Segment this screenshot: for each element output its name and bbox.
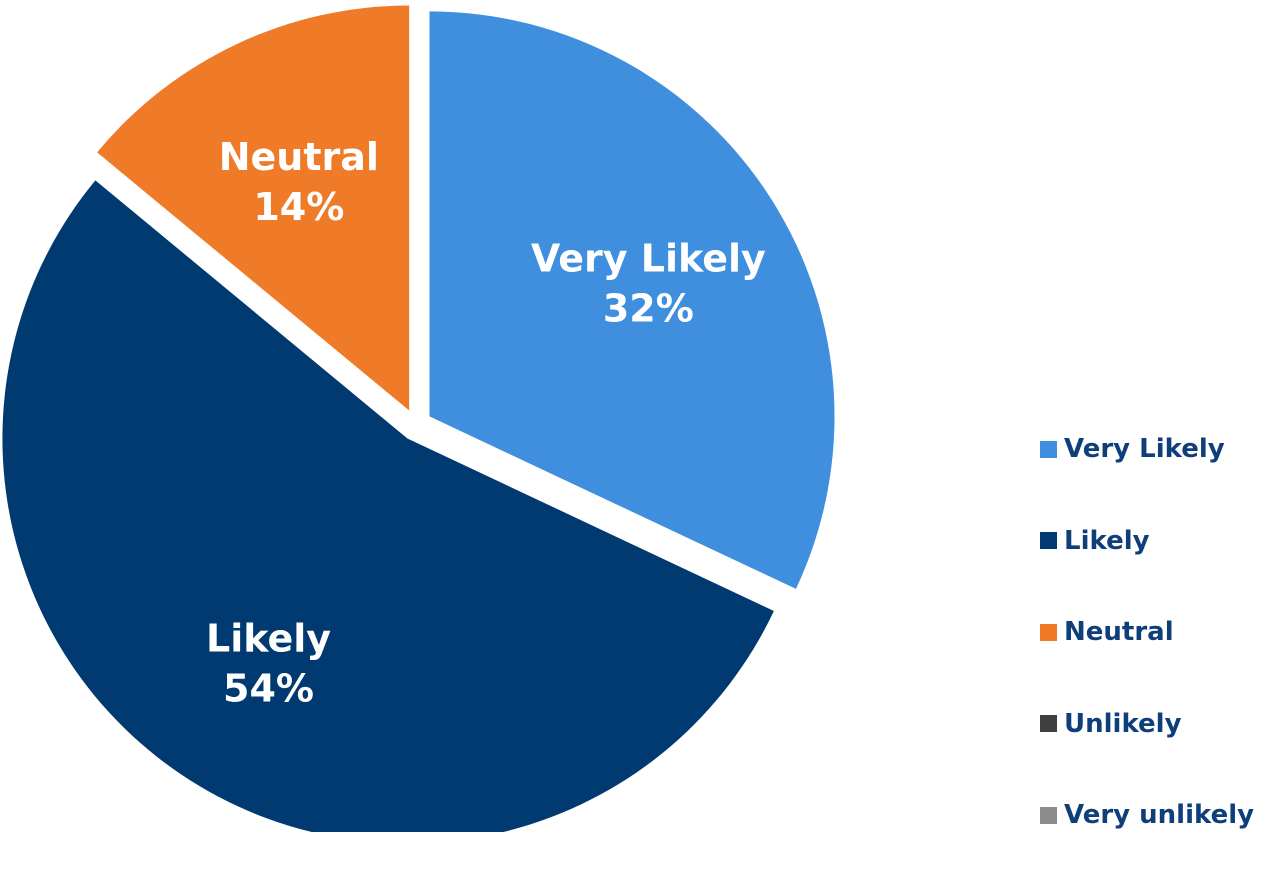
legend-swatch: [1040, 623, 1057, 641]
legend-item: Very Likely: [1040, 427, 1254, 471]
legend-swatch: [1040, 715, 1057, 732]
legend-label: Unlikely: [1064, 708, 1182, 739]
legend-item: Unlikely: [1040, 702, 1254, 746]
legend-label: Likely: [1064, 525, 1150, 556]
slice-percent-label: 32%: [603, 287, 694, 331]
legend-label: Very Likely: [1064, 434, 1225, 464]
slice-percent-label: 54%: [223, 666, 314, 710]
slice-category-label: Neutral: [219, 135, 379, 179]
pie-slice-labels: Very Likely 32% Likely 54% Neutral 14%: [206, 135, 766, 710]
legend-swatch: [1040, 532, 1057, 549]
legend-label: Neutral: [1064, 617, 1174, 647]
legend-item: Very unlikely: [1040, 793, 1254, 837]
slice-category-label: Very Likely: [531, 237, 766, 281]
legend-item: Likely: [1040, 519, 1254, 563]
chart-legend: Very Likely Likely Neutral Unlikely Very…: [1040, 427, 1254, 885]
pie-slice-likely: [2, 180, 774, 832]
pie-slice-very-likely: [429, 11, 835, 589]
legend-label: Very unlikely: [1064, 800, 1255, 830]
slice-category-label: Likely: [206, 616, 331, 660]
legend-swatch: [1040, 806, 1057, 824]
pie-chart: Very Likely 32% Likely 54% Neutral 14%: [2, 5, 835, 832]
pie-slices: [2, 5, 835, 832]
pie-slice-neutral: [97, 5, 410, 411]
legend-swatch: [1040, 440, 1057, 458]
slice-percent-label: 14%: [253, 185, 344, 229]
legend-item: Neutral: [1040, 610, 1254, 654]
